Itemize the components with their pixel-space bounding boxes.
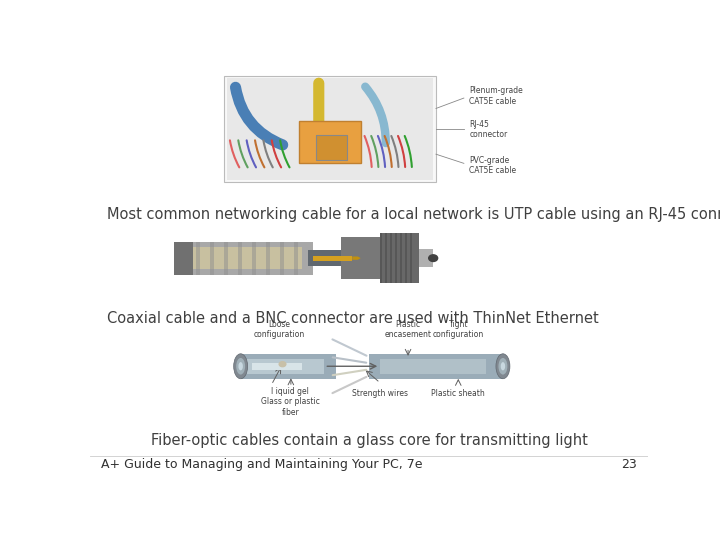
Text: Glass or plastic
fiber: Glass or plastic fiber [261, 397, 320, 417]
Bar [380, 233, 419, 283]
FancyArrowPatch shape [235, 87, 283, 145]
Text: Plastic
encasement: Plastic encasement [384, 320, 431, 339]
Ellipse shape [500, 362, 505, 370]
Bar [174, 241, 193, 275]
Bar [210, 241, 215, 275]
Ellipse shape [498, 358, 508, 375]
Ellipse shape [238, 362, 243, 370]
Text: Most common networking cable for a local network is UTP cable using an RJ-45 con: Most common networking cable for a local… [107, 207, 720, 222]
Bar [419, 249, 433, 267]
Bar [385, 233, 387, 283]
FancyArrowPatch shape [405, 136, 412, 167]
Text: Plenum-grade
CAT5E cable: Plenum-grade CAT5E cable [469, 86, 523, 106]
Bar [316, 136, 347, 160]
Bar [252, 363, 302, 369]
Circle shape [428, 255, 438, 261]
FancyArrowPatch shape [365, 86, 386, 143]
Text: A+ Guide to Managing and Maintaining Your PC, 7e: A+ Guide to Managing and Maintaining You… [101, 458, 423, 471]
FancyArrowPatch shape [333, 339, 366, 356]
FancyArrowPatch shape [333, 370, 366, 375]
Text: 23: 23 [621, 458, 637, 471]
FancyArrowPatch shape [238, 140, 248, 167]
Bar [405, 233, 407, 283]
Bar [294, 241, 298, 275]
Bar [224, 241, 228, 275]
FancyArrowPatch shape [271, 140, 281, 167]
Text: PVC-grade
CAT5E cable: PVC-grade CAT5E cable [469, 156, 516, 175]
Text: l iquid gel: l iquid gel [271, 387, 309, 396]
Bar [390, 233, 392, 283]
Text: Coaxial cable and a BNC connector are used with ThinNet Ethernet: Coaxial cable and a BNC connector are us… [107, 311, 598, 326]
Bar [369, 354, 503, 379]
Text: Loose
configuration: Loose configuration [254, 320, 305, 339]
Bar [266, 241, 270, 275]
FancyArrowPatch shape [264, 140, 273, 167]
Bar [395, 233, 397, 283]
Bar [224, 76, 436, 183]
Ellipse shape [496, 354, 510, 379]
FancyArrowPatch shape [247, 140, 256, 167]
Bar [252, 241, 256, 275]
Text: Plastic sheath: Plastic sheath [431, 389, 485, 398]
FancyArrowPatch shape [280, 140, 289, 167]
Text: Fiber-optic cables contain a glass core for transmitting light: Fiber-optic cables contain a glass core … [150, 433, 588, 448]
Bar [193, 247, 302, 269]
FancyArrow shape [352, 256, 361, 260]
Ellipse shape [236, 358, 245, 375]
FancyArrowPatch shape [333, 357, 366, 363]
FancyArrowPatch shape [230, 140, 239, 167]
Bar [410, 233, 412, 283]
Text: Tight
configuration: Tight configuration [433, 320, 484, 339]
Bar [227, 78, 433, 180]
Bar [400, 233, 402, 283]
Bar [279, 241, 284, 275]
Bar [380, 233, 382, 283]
Bar [341, 238, 380, 279]
FancyArrowPatch shape [378, 136, 385, 167]
FancyArrowPatch shape [372, 136, 379, 167]
Bar [246, 359, 324, 374]
Bar [238, 241, 243, 275]
Bar [380, 359, 486, 374]
Bar [174, 241, 313, 275]
FancyArrowPatch shape [398, 136, 405, 167]
Bar [196, 241, 200, 275]
Text: RJ-45
connector: RJ-45 connector [469, 119, 508, 139]
Circle shape [279, 362, 286, 367]
FancyArrowPatch shape [391, 136, 398, 167]
Bar [240, 354, 336, 379]
Ellipse shape [234, 354, 248, 379]
FancyArrowPatch shape [255, 140, 264, 167]
FancyArrowPatch shape [333, 377, 366, 393]
FancyArrow shape [307, 250, 341, 266]
Bar [300, 121, 361, 163]
Bar [313, 255, 352, 261]
Text: Strength wires: Strength wires [352, 389, 408, 398]
FancyArrowPatch shape [384, 136, 392, 167]
FancyArrowPatch shape [364, 136, 372, 167]
